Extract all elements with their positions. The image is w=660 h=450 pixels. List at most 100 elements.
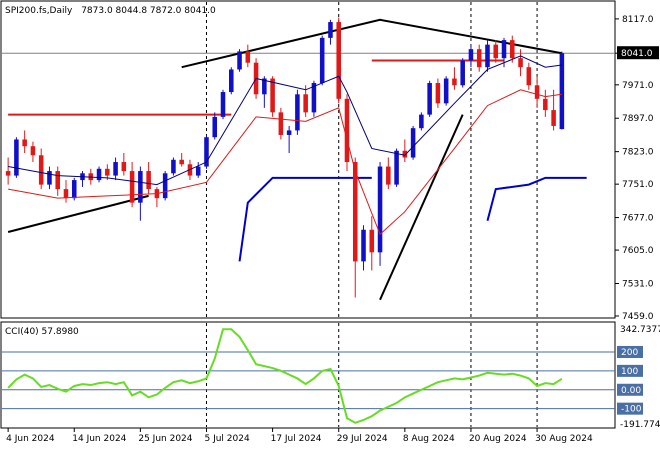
bear-candle bbox=[476, 49, 482, 68]
cci-level-label: 100 bbox=[621, 367, 638, 377]
bear-candle bbox=[402, 150, 408, 158]
bear-candle bbox=[493, 44, 499, 59]
bull-candle bbox=[443, 78, 449, 104]
slow-moving-average bbox=[8, 89, 562, 236]
bear-candle bbox=[55, 171, 60, 190]
price-tick-label: 7751.0 bbox=[622, 180, 654, 190]
bull-candle bbox=[212, 116, 218, 138]
bull-candle bbox=[71, 180, 77, 199]
ohlc-values: 7873.0 8044.8 7872.0 8041.0 bbox=[81, 6, 216, 16]
price-tick-label: 7677.0 bbox=[622, 214, 654, 224]
bull-candle bbox=[460, 60, 465, 86]
bull-candle bbox=[96, 168, 102, 181]
bull-candle bbox=[295, 94, 300, 131]
bull-candle bbox=[377, 166, 383, 253]
bear-candle bbox=[5, 171, 11, 176]
bull-candle bbox=[559, 53, 565, 130]
bear-candle bbox=[344, 98, 350, 163]
price-tick-label: 7605.0 bbox=[622, 246, 654, 256]
fast-moving-average bbox=[8, 55, 562, 186]
price-tick-label: 7531.0 bbox=[622, 279, 654, 289]
bull-candle bbox=[361, 229, 366, 262]
date-tick-label: 20 Aug 2024 bbox=[469, 434, 527, 444]
cci-label: CCI(40) 57.8980 bbox=[5, 327, 79, 337]
support-line bbox=[238, 176, 372, 262]
bear-candle bbox=[38, 155, 44, 185]
overlay-layer bbox=[7, 18, 587, 301]
bear-candle bbox=[278, 112, 284, 135]
price-tick-label: 8117.0 bbox=[622, 15, 654, 25]
bear-candle bbox=[129, 171, 135, 203]
bear-candle bbox=[179, 159, 184, 165]
bear-candle bbox=[63, 189, 69, 199]
cci-level-label: 0.00 bbox=[621, 386, 641, 396]
cci-level-label: 200 bbox=[621, 348, 638, 358]
bull-candle bbox=[237, 51, 242, 70]
support-line bbox=[486, 176, 587, 221]
current-price-label: 8041.0 bbox=[621, 49, 653, 59]
trendline bbox=[7, 194, 149, 233]
bull-candle bbox=[286, 130, 292, 135]
bull-candle bbox=[394, 150, 399, 185]
bull-candle bbox=[328, 22, 333, 38]
cci-level-marker bbox=[617, 364, 643, 377]
date-tick-label: 17 Jul 2024 bbox=[271, 434, 322, 444]
bear-candle bbox=[369, 229, 375, 253]
chart-symbol: SPI200.fs,Daily 7873.0 8044.8 7872.0 804… bbox=[5, 6, 216, 16]
main-panel-frame bbox=[0, 0, 616, 319]
cci-line bbox=[7, 328, 563, 424]
bull-candle bbox=[195, 166, 201, 176]
bull-candle bbox=[138, 171, 143, 203]
bear-candle bbox=[526, 67, 532, 86]
date-tick-label: 30 Aug 2024 bbox=[535, 434, 593, 444]
bull-candle bbox=[47, 171, 52, 185]
bear-candle bbox=[435, 83, 441, 104]
bear-candle bbox=[510, 40, 515, 59]
cci-level-marker bbox=[617, 402, 643, 415]
bull-candle bbox=[262, 78, 267, 95]
cci-level-label: -100 bbox=[621, 405, 642, 415]
bear-candle bbox=[336, 22, 341, 99]
date-tick-label: 4 Jun 2024 bbox=[6, 434, 55, 444]
price-tick-label: 7459.0 bbox=[622, 312, 654, 322]
bear-candle bbox=[30, 146, 36, 156]
bear-candle bbox=[386, 166, 391, 185]
y-axis-layer: 8117.0 8041.0 7971.0 7897.0 7823.0 7751.0 7677… bbox=[615, 15, 660, 430]
bull-candle bbox=[311, 83, 317, 113]
cci-line-layer bbox=[7, 328, 563, 424]
bull-candle bbox=[204, 137, 209, 167]
bull-candle bbox=[468, 49, 474, 61]
bear-candle bbox=[543, 98, 548, 111]
cci-range-label: -191.7746 bbox=[620, 420, 660, 430]
date-tick-label: 8 Aug 2024 bbox=[403, 434, 455, 444]
bull-candle bbox=[113, 162, 118, 176]
candles-layer bbox=[5, 17, 565, 298]
bull-candle bbox=[419, 114, 424, 129]
bull-candle bbox=[485, 44, 490, 68]
x-axis-layer: 4 Jun 2024 14 Jun 2024 25 Jun 2024 5 Jul 20… bbox=[6, 428, 593, 444]
bear-candle bbox=[22, 139, 27, 147]
bear-candle bbox=[518, 58, 523, 68]
bull-candle bbox=[410, 128, 416, 158]
bull-candle bbox=[501, 40, 507, 59]
date-tick-label: 5 Jul 2024 bbox=[204, 434, 249, 444]
cci-level-marker bbox=[617, 383, 643, 396]
bear-candle bbox=[105, 168, 110, 176]
price-tick-label: 7823.0 bbox=[622, 148, 654, 158]
cci-levels-layer bbox=[2, 351, 615, 410]
date-tick-label: 25 Jun 2024 bbox=[138, 434, 192, 444]
bear-candle bbox=[146, 171, 151, 190]
bear-candle bbox=[270, 78, 275, 113]
bull-candle bbox=[220, 92, 226, 117]
bear-candle bbox=[121, 162, 127, 172]
bear-candle bbox=[534, 85, 540, 99]
cci-panel-frame bbox=[0, 321, 616, 429]
trendline bbox=[379, 114, 464, 301]
symbol-label: SPI200.fs,Daily bbox=[5, 6, 73, 16]
bull-candle bbox=[171, 159, 176, 174]
cci-range-label: 342.7377 bbox=[620, 325, 660, 335]
date-tick-label: 29 Jul 2024 bbox=[337, 434, 388, 444]
bull-candle bbox=[319, 37, 325, 84]
